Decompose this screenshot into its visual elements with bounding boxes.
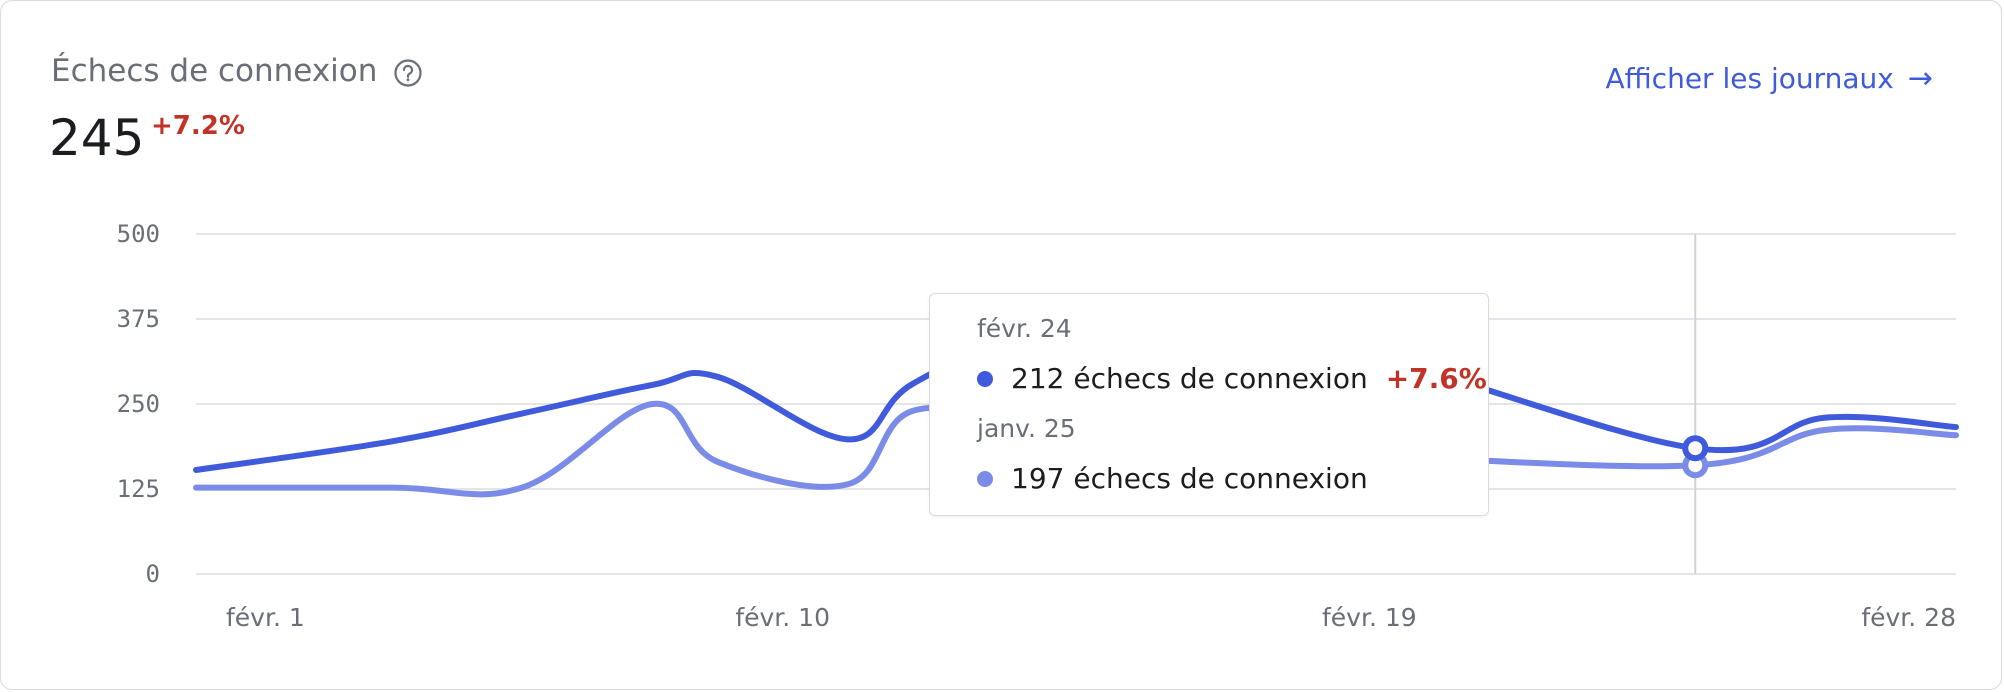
tooltip-current-delta: +7.6% xyxy=(1385,362,1487,395)
previous-series-dot-icon xyxy=(977,470,993,487)
chart-tooltip: févr. 24 212 échecs de connexion +7.6% j… xyxy=(929,293,1489,516)
y-tick-label: 250 xyxy=(117,390,160,418)
tooltip-current-row: 212 échecs de connexion +7.6% xyxy=(977,362,1487,395)
current-series-dot-icon xyxy=(977,370,993,387)
view-logs-label: Afficher les journaux xyxy=(1605,62,1894,95)
y-tick-label: 125 xyxy=(117,475,160,503)
x-tick-label: févr. 10 xyxy=(735,603,830,632)
y-tick-label: 0 xyxy=(146,560,160,588)
help-icon[interactable] xyxy=(393,58,423,88)
y-tick-label: 375 xyxy=(117,305,160,333)
tooltip-current-date: févr. 24 xyxy=(977,314,1072,343)
metric-delta: +7.2% xyxy=(151,111,245,141)
tooltip-previous-date: janv. 25 xyxy=(977,414,1076,443)
tooltip-current-value: 212 échecs de connexion xyxy=(1011,362,1368,395)
x-tick-label: févr. 1 xyxy=(226,603,305,632)
metric-value: 245 xyxy=(49,109,145,167)
y-tick-label: 500 xyxy=(117,220,160,248)
tooltip-previous-row: 197 échecs de connexion xyxy=(977,462,1368,495)
arrow-right-icon: → xyxy=(1907,61,1933,96)
tooltip-previous-value: 197 échecs de connexion xyxy=(1011,462,1368,495)
x-tick-label: févr. 19 xyxy=(1322,603,1417,632)
card-title: Échecs de connexion xyxy=(51,53,378,89)
hover-point-current xyxy=(1682,435,1709,462)
view-logs-link[interactable]: Afficher les journaux → xyxy=(1605,61,1933,96)
x-tick-label: févr. 28 xyxy=(1861,603,1956,632)
